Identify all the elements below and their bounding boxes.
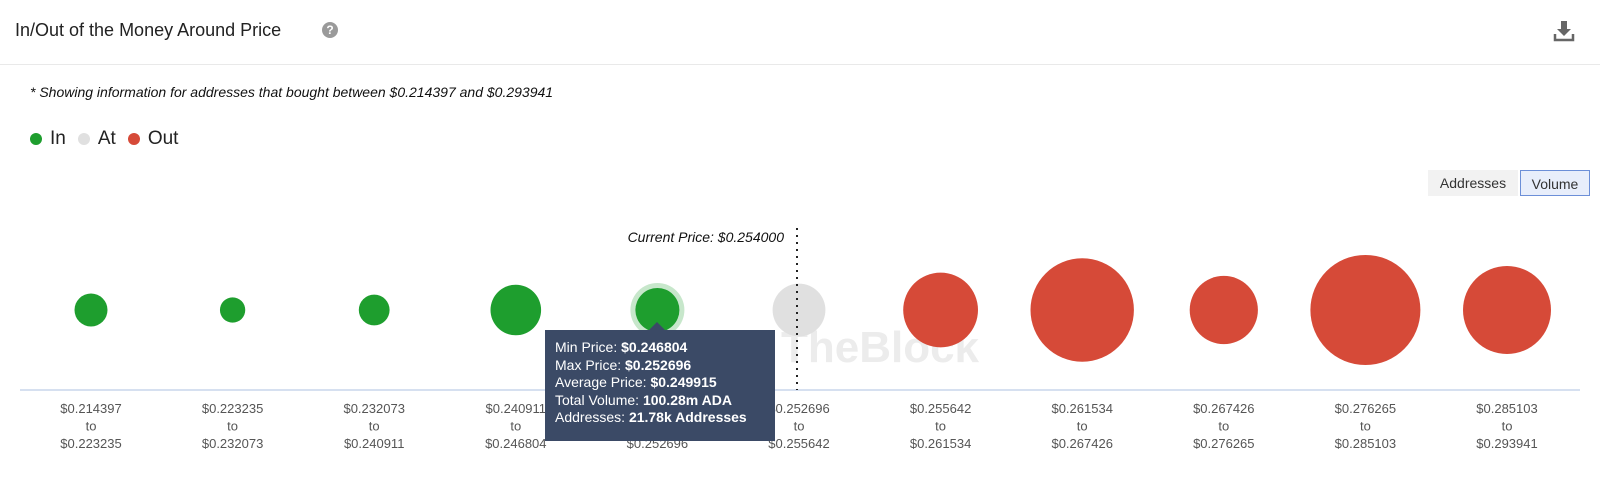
tick-label-to: $0.293941 xyxy=(1476,436,1537,451)
current-price-label: Current Price: $0.254000 xyxy=(628,229,785,245)
bubble-at[interactable] xyxy=(772,283,826,337)
bubble-in[interactable] xyxy=(219,297,246,323)
tooltip-addresses: Addresses: 21.78k Addresses xyxy=(555,409,747,425)
legend: In At Out xyxy=(30,128,190,150)
bubble-in[interactable] xyxy=(490,284,542,336)
tick-label-connector: to xyxy=(794,419,805,434)
legend-item-out[interactable]: Out xyxy=(127,128,179,150)
legend-dot-out xyxy=(127,133,140,145)
tick-label-connector: to xyxy=(86,419,97,434)
bubble-in[interactable] xyxy=(635,288,680,332)
tick-label-connector: to xyxy=(1218,419,1229,434)
tick-label-from: $0.285103 xyxy=(1476,401,1537,416)
legend-dot-in xyxy=(30,133,42,145)
bubble-out[interactable] xyxy=(1189,275,1258,345)
tooltip-total-volume: Total Volume: 100.28m ADA xyxy=(555,391,732,408)
tick-label-to: $0.246804 xyxy=(485,436,546,451)
tick-label-to: $0.267426 xyxy=(1051,436,1112,451)
tick-label-to: $0.255642 xyxy=(768,436,829,451)
tick-label-connector: to xyxy=(1077,419,1088,434)
tick-label-connector: to xyxy=(935,419,946,434)
question-circle-icon[interactable]: ? xyxy=(322,22,338,38)
legend-label-out: Out xyxy=(147,128,179,149)
tick-label-connector: to xyxy=(369,419,380,434)
addresses-toggle-button[interactable]: Addresses xyxy=(1428,170,1518,196)
tick-label-from: $0.267426 xyxy=(1193,401,1254,416)
range-note: * Showing information for addresses that… xyxy=(30,84,554,100)
bubble-out[interactable] xyxy=(1030,258,1134,362)
bucket-tooltip: Min Price: $0.246804 Max Price: $0.25269… xyxy=(545,330,775,441)
legend-dot-at xyxy=(77,133,90,145)
tooltip-avg-price: Average Price: $0.249915 xyxy=(555,374,717,390)
tooltip-max-price: Max Price: $0.252696 xyxy=(555,356,692,373)
tick-label-connector: to xyxy=(227,419,238,434)
bubble-in[interactable] xyxy=(358,294,390,326)
tick-label-to: $0.223235 xyxy=(60,436,121,451)
legend-label-in: In xyxy=(50,128,66,149)
tick-label-from: $0.252696 xyxy=(768,401,829,416)
tick-label-connector: to xyxy=(1360,419,1371,434)
tick-label-from: $0.240911 xyxy=(486,401,547,416)
download-icon[interactable] xyxy=(1553,20,1575,42)
legend-label-at: At xyxy=(97,128,116,149)
tick-label-connector: to xyxy=(510,419,521,434)
legend-item-in[interactable]: In xyxy=(30,128,66,150)
chart-header: In/Out of the Money Around Price ? xyxy=(0,0,1600,65)
tick-label-from: $0.255642 xyxy=(910,401,971,416)
volume-toggle-button[interactable]: Volume xyxy=(1520,170,1590,196)
tick-label-to: $0.276265 xyxy=(1193,436,1254,451)
legend-item-at[interactable]: At xyxy=(77,128,116,150)
tick-label-to: $0.285103 xyxy=(1335,436,1396,451)
tooltip-min-price: Min Price: $0.246804 xyxy=(555,339,688,355)
tooltip-arrow xyxy=(649,322,665,330)
bubble-out[interactable] xyxy=(1463,266,1551,354)
tick-label-from: $0.214397 xyxy=(60,401,121,416)
tick-label-from: $0.232073 xyxy=(343,401,404,416)
tick-label-to: $0.240911 xyxy=(344,436,405,451)
tick-label-to: $0.261534 xyxy=(910,436,971,451)
tick-label-from: $0.261534 xyxy=(1051,401,1112,416)
tick-label-from: $0.223235 xyxy=(202,401,263,416)
tick-label-to: $0.232073 xyxy=(202,436,263,451)
bubble-in[interactable] xyxy=(74,293,108,327)
chart-title: In/Out of the Money Around Price xyxy=(15,20,282,40)
bubble-out[interactable] xyxy=(903,272,978,348)
bubble-out[interactable] xyxy=(1310,255,1421,365)
tick-label-connector: to xyxy=(1502,419,1513,434)
tick-label-from: $0.276265 xyxy=(1335,401,1396,416)
